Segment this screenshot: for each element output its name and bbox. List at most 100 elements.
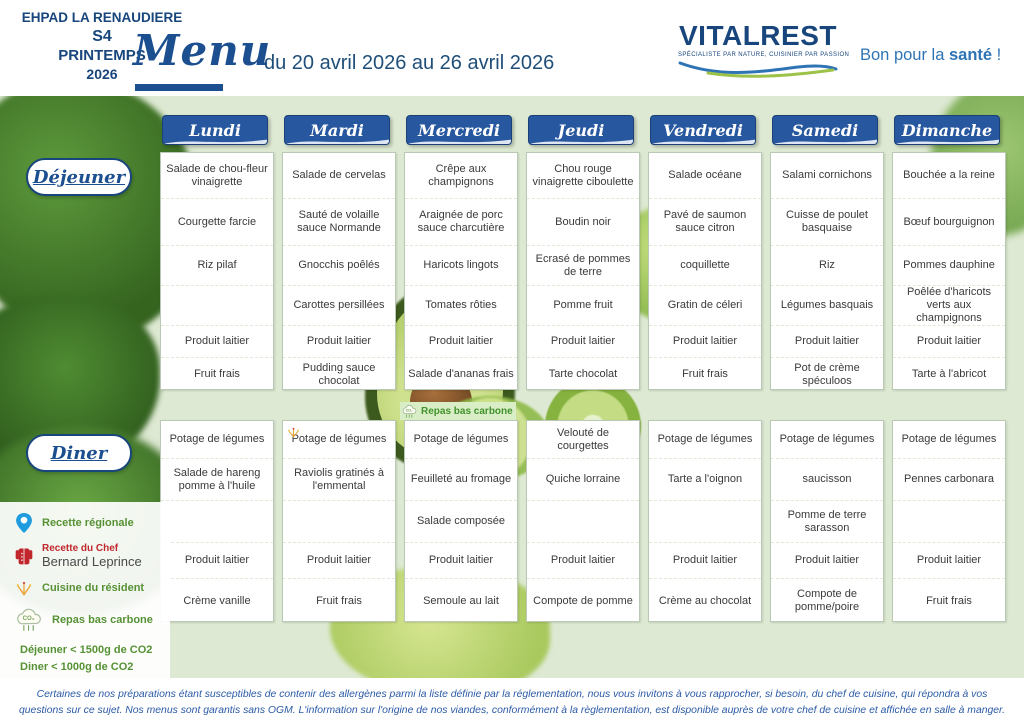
dinner-dish-text: Fruit frais bbox=[316, 594, 362, 607]
lunch-dish: Pudding sauce chocolat bbox=[302, 361, 376, 387]
dinner-dish-text: Potage de légumes bbox=[779, 433, 875, 446]
dinner-dish: Potage de légumes bbox=[893, 421, 1005, 459]
lunch-dish: Pommes dauphine bbox=[893, 246, 1005, 286]
dinner-dish-text: Produit laitier bbox=[428, 554, 494, 567]
dinner-dish-text: Potage de légumes bbox=[901, 433, 997, 446]
dinner-dish-text: Compote de pomme bbox=[533, 594, 633, 607]
vitalrest-logo: VITALREST SPÉCIALISTE PAR NATURE, CUISIN… bbox=[678, 20, 850, 79]
logo-tagline: SPÉCIALISTE PAR NATURE, CUISINIER PAR PA… bbox=[678, 52, 850, 58]
lunch-dish: Ecrasé de pommes de terre bbox=[527, 246, 639, 286]
dinner-dish-text: Velouté de courgettes bbox=[557, 426, 609, 452]
lunch-dish: Sauté de volaille sauce Normande bbox=[283, 199, 395, 246]
left-rail: Déjeuner Diner Recette régionale bbox=[0, 96, 170, 678]
dinner-card-vendredi: Potage de légumes Tarte a l'oignon Produit… bbox=[648, 420, 762, 622]
lunch-dish: Produit laitier bbox=[771, 326, 883, 358]
header-wave-decoration bbox=[285, 139, 389, 144]
lunch-label-text: Déjeuner bbox=[32, 166, 126, 188]
day-header-mardi: Mardi bbox=[284, 115, 390, 145]
lunch-dish: Bœuf bourguignon bbox=[893, 199, 1005, 246]
day-header-samedi: Samedi bbox=[772, 115, 878, 145]
dinner-dish-text: Produit laitier bbox=[672, 554, 738, 567]
lunch-dish: Tomates rôties bbox=[405, 286, 517, 326]
lunch-card-mardi: Salade de cervelas Sauté de volaille sauc… bbox=[282, 152, 396, 390]
resident-dish-marker bbox=[287, 426, 300, 443]
lunch-dish: Riz bbox=[771, 246, 883, 286]
dinner-dish-text: Produit laitier bbox=[184, 554, 250, 567]
dinner-dish-text: Raviolis gratinés à l'emmental bbox=[294, 466, 384, 492]
logo-brand-name: VITALREST bbox=[679, 20, 837, 51]
day-column-jeudi: Jeudi Chou rouge vinaigrette ciboulette Bo… bbox=[526, 96, 640, 678]
day-name: Mardi bbox=[310, 120, 364, 140]
svg-text:CO₂: CO₂ bbox=[23, 615, 35, 622]
day-header-vendredi: Vendredi bbox=[650, 115, 756, 145]
dinner-dish-text: Potage de légumes bbox=[657, 433, 753, 446]
year-label: 2026 bbox=[86, 65, 118, 82]
dinner-dish bbox=[161, 501, 273, 543]
day-header-mercredi: Mercredi bbox=[406, 115, 512, 145]
dinner-section-label: Diner bbox=[26, 434, 132, 472]
dinner-dish-text: Tarte a l'oignon bbox=[667, 473, 743, 486]
chef-jacket-icon bbox=[15, 548, 33, 565]
slogan-suffix: ! bbox=[992, 46, 1002, 64]
legend-resident-label: Cuisine du résident bbox=[42, 582, 145, 595]
dinner-dish-text: Salade de hareng pomme à l'huile bbox=[173, 466, 261, 492]
low-carbon-badge: CO₂ Repas bas carbone bbox=[400, 402, 516, 420]
dinner-dish bbox=[893, 501, 1005, 543]
header: EHPAD LA RENAUDIERE S4 PRINTEMPS 2026 Me… bbox=[0, 0, 1024, 96]
day-name: Vendredi bbox=[663, 120, 743, 140]
dinner-label-text: Diner bbox=[50, 442, 108, 464]
dinner-dish-text: Salade composée bbox=[416, 515, 506, 528]
lunch-dish: Crêpe aux champignons bbox=[405, 153, 517, 199]
facility-title: EHPAD LA RENAUDIERE S4 PRINTEMPS 2026 bbox=[18, 10, 186, 83]
day-column-mercredi: Mercredi Crêpe aux champignons Araignée de… bbox=[400, 96, 518, 678]
menu-title-underline bbox=[135, 84, 223, 91]
dinner-dish-text: Crème vanille bbox=[183, 594, 251, 607]
dinner-dish-text: Semoule au lait bbox=[423, 594, 499, 607]
dinner-card-samedi: Potage de légumes saucisson Pomme de terre… bbox=[770, 420, 884, 622]
dinner-dish-text: Potage de légumes bbox=[169, 433, 265, 446]
low-carbon-badge-label: Repas bas carbone bbox=[421, 405, 513, 417]
lunch-dish: Araignée de porc sauce charcutière bbox=[405, 199, 517, 246]
lunch-dish: Produit laitier bbox=[405, 326, 517, 358]
dinner-dish: Produit laitier bbox=[893, 543, 1005, 579]
dinner-dish-text: Pomme de terre sarasson bbox=[787, 508, 867, 534]
dinner-dish: Pomme de terre sarasson bbox=[771, 501, 883, 543]
dinner-dish: Semoule au lait bbox=[405, 579, 517, 623]
lunch-dish: Pavé de saumon sauce citron bbox=[649, 199, 761, 246]
dinner-dish-text: Fruit frais bbox=[926, 594, 972, 607]
dinner-dish-text: Pennes carbonara bbox=[904, 473, 994, 486]
dinner-dish-text: Produit laitier bbox=[306, 554, 372, 567]
lunch-card-mercredi: Crêpe aux champignons Araignée de porc sa… bbox=[404, 152, 518, 390]
lunch-dish: Poêlée d'haricots verts aux champignons bbox=[893, 286, 1005, 326]
lunch-card-jeudi: Chou rouge vinaigrette ciboulette Boudin … bbox=[526, 152, 640, 390]
day-column-vendredi: Vendredi Salade océane Pavé de saumon sauc… bbox=[648, 96, 762, 678]
header-wave-decoration bbox=[773, 139, 877, 144]
dinner-card-lundi: Potage de légumes Salade de hareng pomme … bbox=[160, 420, 274, 622]
dinner-dish: Produit laitier bbox=[771, 543, 883, 579]
week-number: S4 bbox=[92, 27, 112, 45]
legend-item-low-carbon: CO₂ Repas bas carbone bbox=[14, 607, 166, 633]
dinner-dish: Fruit frais bbox=[893, 579, 1005, 623]
day-header-jeudi: Jeudi bbox=[528, 115, 634, 145]
dinner-dish-text: Compote de pomme/poire bbox=[794, 588, 860, 613]
dinner-dish: Produit laitier bbox=[405, 543, 517, 579]
lunch-dish: Salami cornichons bbox=[771, 153, 883, 199]
lunch-dish bbox=[161, 286, 273, 326]
legend-lunch-co2: Déjeuner < 1500g de CO2 bbox=[20, 644, 153, 657]
lunch-dish: Fruit frais bbox=[194, 368, 240, 381]
legend-item-chef: Recette du Chef Bernard Leprince bbox=[14, 543, 166, 569]
day-column-mardi: Mardi Salade de cervelas Sauté de volaille… bbox=[282, 96, 396, 678]
header-wave-decoration bbox=[651, 139, 755, 144]
dinner-card-mercredi: Potage de légumes Feuilleté au fromage Sal… bbox=[404, 420, 518, 622]
lunch-dish: Fruit frais bbox=[682, 368, 728, 381]
dinner-dish-text: Potage de légumes bbox=[291, 433, 387, 446]
dinner-dish: Quiche lorraine bbox=[527, 459, 639, 501]
day-column-dimanche: Dimanche Bouchée a la reine Bœuf bourguign… bbox=[892, 96, 1006, 678]
dinner-dish: Raviolis gratinés à l'emmental bbox=[283, 459, 395, 501]
sparkle-icon bbox=[16, 582, 32, 596]
lunch-card-lundi: Salade de chou-fleur vinaigrette Courgett… bbox=[160, 152, 274, 390]
legend-chef-text: Recette du Chef Bernard Leprince bbox=[42, 543, 142, 569]
header-wave-decoration bbox=[407, 139, 511, 144]
legend-item-resident: Cuisine du résident bbox=[14, 578, 166, 598]
